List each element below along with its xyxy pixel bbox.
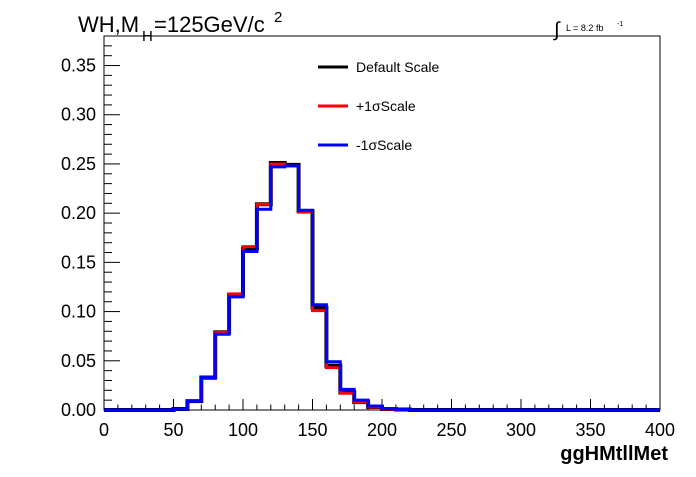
y-tick-label: 0.25 bbox=[61, 154, 96, 174]
title-subscript: H bbox=[142, 28, 153, 45]
y-tick-label: 0.35 bbox=[61, 56, 96, 76]
x-tick-label: 0 bbox=[99, 420, 109, 440]
legend-label-2: -1σScale bbox=[356, 137, 412, 153]
series-line-2 bbox=[104, 164, 660, 412]
x-tick-label: 150 bbox=[297, 420, 327, 440]
legend-label-0: Default Scale bbox=[356, 59, 439, 75]
title-superscript: 2 bbox=[274, 9, 282, 26]
y-tick-label: 0.05 bbox=[61, 351, 96, 371]
lumi-annotation: ∫ L = 8.2 fb -1 bbox=[553, 19, 623, 41]
x-tick-label: 250 bbox=[436, 420, 466, 440]
axes: 0 50 100 150 200 250 300 350 400 0.00 0.05 0.10 0.15… bbox=[61, 45, 675, 440]
x-tick-label: 350 bbox=[575, 420, 605, 440]
x-tick-label: 300 bbox=[506, 420, 536, 440]
x-tick-label: 100 bbox=[228, 420, 258, 440]
x-tick-label: 400 bbox=[645, 420, 675, 440]
lumi-superscript: -1 bbox=[617, 21, 623, 28]
chart-title: WH,M H =125GeV/c 2 bbox=[78, 9, 282, 45]
x-tick-label: 50 bbox=[163, 420, 183, 440]
y-tick-label: 0.30 bbox=[61, 105, 96, 125]
series-line-1 bbox=[104, 162, 660, 412]
y-tick-label: 0.10 bbox=[61, 302, 96, 322]
plot-frame bbox=[103, 35, 661, 411]
x-axis-label: ggHMtllMet bbox=[560, 443, 668, 465]
x-tick-label: 200 bbox=[367, 420, 397, 440]
y-tick-label: 0.15 bbox=[61, 252, 96, 272]
legend: Default Scale +1σScale -1σScale bbox=[318, 59, 439, 153]
y-tick-label: 0.20 bbox=[61, 203, 96, 223]
legend-label-1: +1σScale bbox=[356, 98, 416, 114]
y-tick-label: 0.00 bbox=[61, 400, 96, 420]
series-layer bbox=[104, 160, 660, 412]
title-rest: =125GeV/c bbox=[154, 12, 265, 37]
series-line-0 bbox=[104, 160, 660, 412]
lumi-label: L = 8.2 fb bbox=[566, 23, 603, 33]
integral-sign: ∫ bbox=[553, 19, 561, 41]
title-main: WH,M bbox=[78, 12, 139, 37]
